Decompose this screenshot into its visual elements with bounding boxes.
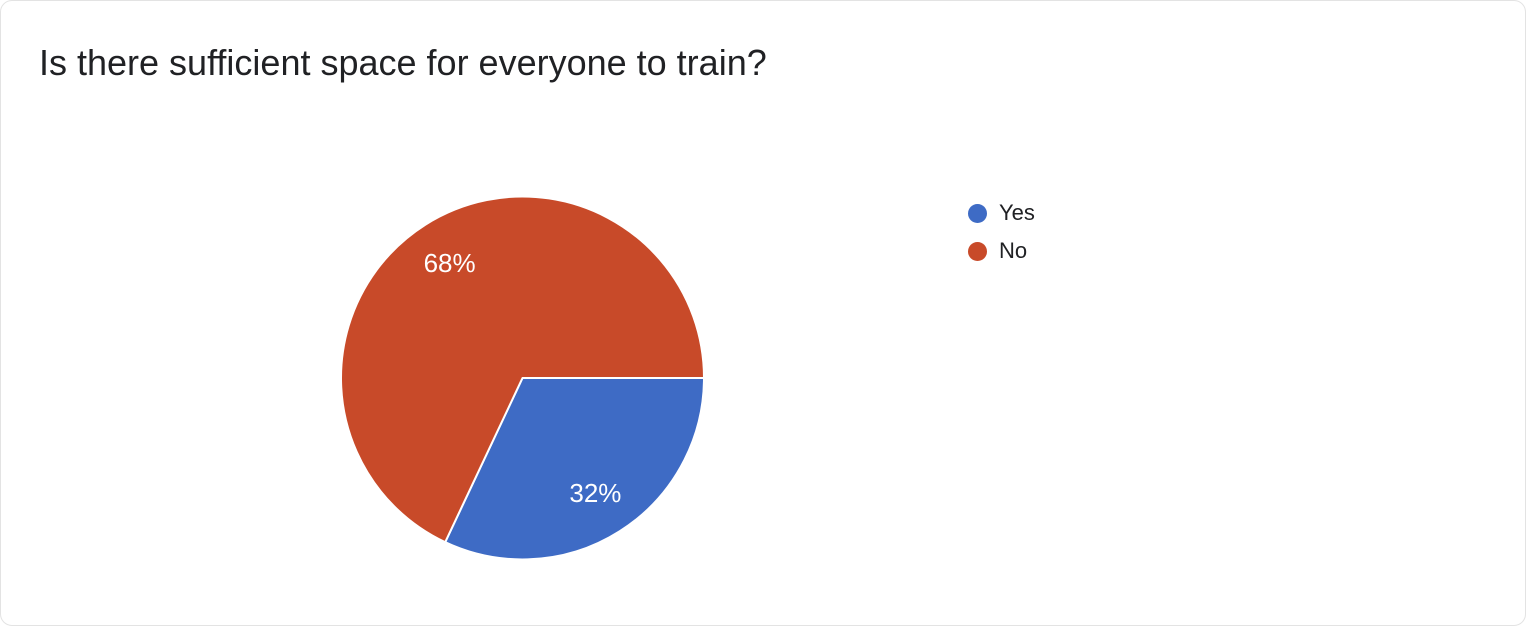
- legend-item-yes: Yes: [968, 194, 1035, 232]
- legend-label-yes: Yes: [999, 202, 1035, 224]
- legend-label-no: No: [999, 240, 1027, 262]
- chart-legend: Yes No: [968, 194, 1035, 270]
- legend-color-dot-no: [968, 242, 987, 261]
- pie-slices-group: [341, 196, 704, 559]
- legend-color-dot-yes: [968, 204, 987, 223]
- pie-slice-label-yes: 32%: [569, 478, 621, 508]
- legend-item-no: No: [968, 232, 1035, 270]
- pie-slice-label-no: 68%: [424, 248, 476, 278]
